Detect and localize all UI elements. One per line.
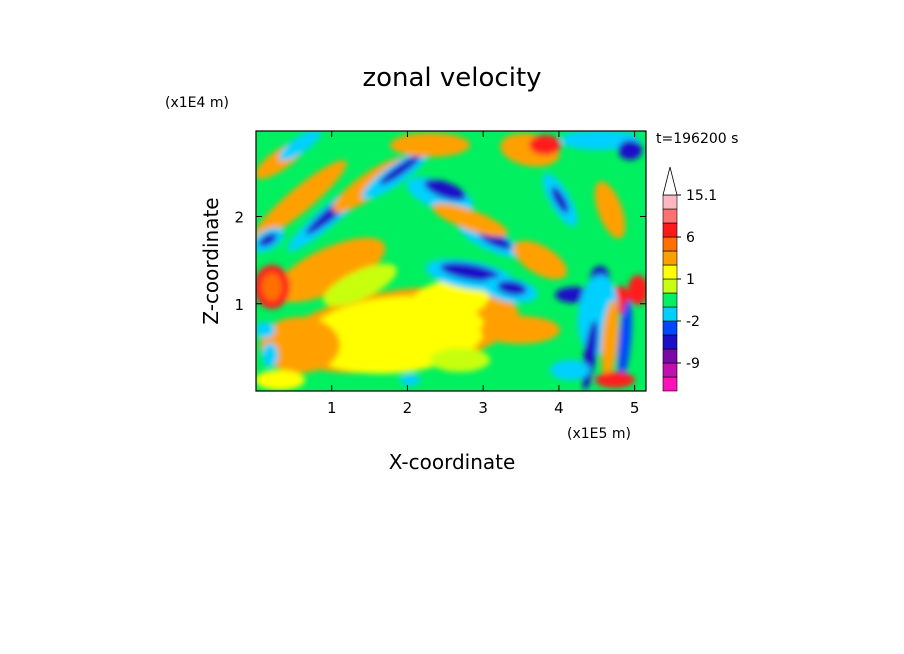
contour-region bbox=[618, 300, 632, 380]
colorbar-swatch bbox=[662, 194, 678, 210]
colorbar-swatch bbox=[662, 208, 678, 224]
contour-region bbox=[594, 181, 626, 239]
contour-region bbox=[497, 280, 527, 296]
time-label: t=196200 s bbox=[656, 131, 738, 147]
contour-region bbox=[279, 131, 321, 161]
colorbar-swatch bbox=[662, 362, 678, 378]
contour-region bbox=[274, 237, 386, 303]
x-tick-label: 4 bbox=[554, 399, 564, 417]
colorbar-swatch bbox=[662, 320, 678, 336]
x-axis-label: X-coordinate bbox=[389, 450, 516, 474]
colorbar: 15.1 6 1 -2 -9 bbox=[662, 166, 717, 392]
y-tick-label: 2 bbox=[234, 209, 244, 227]
colorbar-label: -2 bbox=[686, 314, 700, 330]
contour-region bbox=[550, 360, 590, 380]
contour-region bbox=[432, 203, 508, 237]
colorbar-swatch bbox=[662, 334, 678, 350]
contour-region bbox=[260, 317, 340, 373]
contour-field bbox=[256, 131, 646, 391]
contour-region bbox=[529, 135, 561, 155]
contour-region bbox=[618, 140, 642, 160]
contour-region bbox=[379, 155, 421, 185]
contour-region bbox=[424, 179, 466, 201]
x-tick-label: 2 bbox=[403, 399, 413, 417]
contour-region bbox=[410, 279, 490, 321]
x-unit-label: (x1E5 m) bbox=[567, 426, 631, 442]
contour-region bbox=[478, 230, 512, 250]
contour-region bbox=[440, 262, 500, 282]
colorbar-swatch bbox=[662, 306, 678, 322]
colorbar-swatch bbox=[662, 236, 678, 252]
y-tick-label: 1 bbox=[234, 296, 244, 314]
contour-region bbox=[262, 273, 282, 301]
colorbar-swatch bbox=[662, 278, 678, 294]
chart-title: zonal velocity bbox=[362, 63, 541, 93]
contour-region bbox=[595, 372, 635, 388]
plot-frame bbox=[255, 130, 647, 392]
colorbar-swatch bbox=[662, 348, 678, 364]
y-axis: 12 bbox=[234, 209, 646, 314]
contour-region bbox=[601, 300, 619, 380]
contour-region bbox=[480, 316, 560, 344]
x-tick-label: 3 bbox=[478, 399, 488, 417]
y-unit-label: (x1E4 m) bbox=[165, 95, 229, 111]
contour-region bbox=[390, 133, 470, 157]
colorbar-swatch bbox=[662, 264, 678, 280]
y-axis-label: Z-coordinate bbox=[199, 197, 223, 324]
x-tick-label: 1 bbox=[327, 399, 337, 417]
colorbar-swatch bbox=[662, 292, 678, 308]
contour-region bbox=[513, 240, 567, 280]
x-axis: 1 2 3 4 5 bbox=[327, 131, 639, 417]
contour-region bbox=[258, 233, 278, 247]
colorbar-extend-arrow bbox=[662, 166, 678, 196]
contour-region bbox=[256, 160, 347, 240]
colorbar-label: 15.1 bbox=[686, 188, 717, 204]
x-tick-label: 5 bbox=[630, 399, 640, 417]
contour-region bbox=[551, 186, 569, 214]
contour-region bbox=[256, 322, 275, 338]
contour-region bbox=[323, 263, 397, 307]
contour-region bbox=[262, 343, 278, 367]
contour-region bbox=[430, 348, 490, 372]
colorbar-label: 1 bbox=[686, 272, 695, 288]
contour-region bbox=[628, 275, 646, 305]
colorbar-swatch bbox=[662, 222, 678, 238]
colorbar-label: -9 bbox=[686, 356, 700, 372]
colorbar-swatch bbox=[662, 250, 678, 266]
colorbar-swatch bbox=[662, 376, 678, 392]
colorbar-label: 6 bbox=[686, 230, 695, 246]
contour-region bbox=[400, 374, 420, 386]
contour-region bbox=[256, 370, 305, 390]
